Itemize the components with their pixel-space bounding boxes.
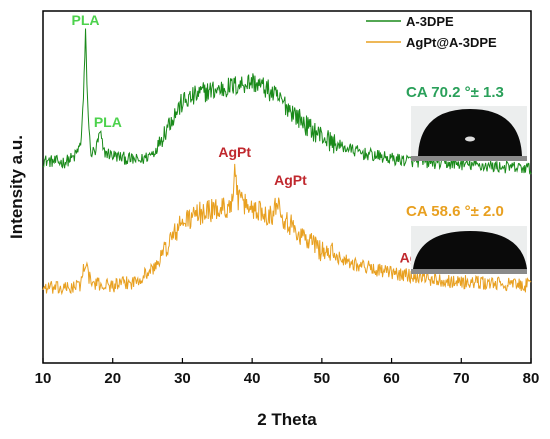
x-tick-label: 10 (35, 370, 52, 387)
contact-angle-label: CA 58.6 °± 2.0 (406, 203, 504, 220)
x-tick-label: 30 (174, 370, 191, 387)
droplet-substrate (411, 156, 527, 161)
legend: A-3DPE AgPt@A-3DPE (366, 14, 497, 50)
y-axis-label: Intensity a.u. (7, 135, 26, 239)
x-tick-label: 70 (453, 370, 470, 387)
peak-annotation: AgPt (218, 144, 251, 160)
x-tick-label: 50 (314, 370, 331, 387)
x-tick-label: 40 (244, 370, 261, 387)
x-tick-label: 20 (104, 370, 121, 387)
x-axis: 10 20 30 40 50 60 70 80 (35, 358, 540, 387)
series-layer (42, 28, 532, 296)
contact-angle-label: CA 70.2 °± 1.3 (406, 84, 504, 101)
water-droplet-image (413, 231, 527, 269)
series-line-a3dpe (42, 28, 532, 175)
plot-frame (42, 10, 532, 364)
contact-angle-panel-1: CA 70.2 °± 1.3 (406, 84, 527, 161)
x-axis-label: 2 Theta (257, 410, 317, 429)
x-tick-label: 60 (383, 370, 400, 387)
droplet-highlight (465, 136, 475, 142)
annotation-layer: PLAPLAAgPtAgPtAgPt (70, 11, 434, 268)
droplet-substrate (411, 269, 527, 274)
series-line-agpt-a3dpe (42, 163, 532, 296)
water-droplet-image (418, 109, 522, 156)
contact-angle-panel-2: CA 58.6 °± 2.0 (406, 203, 527, 274)
legend-entry-a3dpe: A-3DPE (406, 14, 454, 29)
legend-entry-agpt: AgPt@A-3DPE (406, 35, 497, 50)
peak-annotation: AgPt (274, 172, 307, 188)
peak-annotation: PLA (72, 12, 100, 28)
peak-annotation: PLA (94, 114, 122, 130)
x-tick-label: 80 (523, 370, 540, 387)
